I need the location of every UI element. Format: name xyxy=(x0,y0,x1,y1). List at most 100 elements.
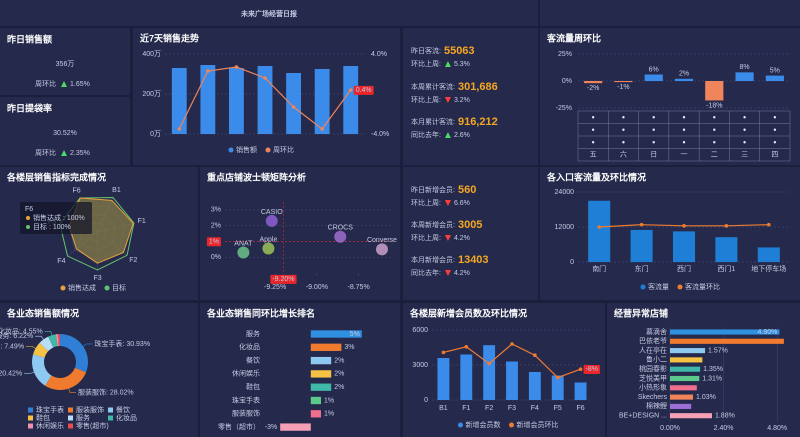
leader-line xyxy=(68,388,77,393)
panel xyxy=(0,0,538,26)
donut-slice xyxy=(32,354,52,386)
trend-arrow xyxy=(444,132,451,138)
x-tick-label: 2.40% xyxy=(714,425,734,432)
line-point xyxy=(682,224,686,228)
panel xyxy=(540,0,800,26)
value-label: 1.57% xyxy=(708,347,728,354)
weather-icon xyxy=(591,116,595,119)
weather-icon xyxy=(682,128,686,131)
chart-title: 各业态销售额情况 xyxy=(6,307,79,318)
scatter-point xyxy=(237,246,250,259)
line-point xyxy=(597,225,601,229)
value-label: -9.20% xyxy=(272,276,294,283)
legend-label: 销售额 xyxy=(236,145,257,154)
category-label: 桃园春影 xyxy=(639,364,667,373)
bar xyxy=(483,345,496,400)
kpi-value: 356万 xyxy=(56,60,75,68)
bar xyxy=(280,423,311,431)
indicator-label: F3 xyxy=(93,275,101,282)
point-label: CASIO xyxy=(261,209,283,216)
y-tick-label: 400万 xyxy=(142,50,161,58)
x-tick-label: -9.25% xyxy=(264,284,286,291)
chart-title: 客流量周环比 xyxy=(546,32,601,43)
category-label: BE+DESIGN ... xyxy=(619,413,667,420)
kpi-label: 本月累计客流: xyxy=(411,117,455,126)
line-point xyxy=(320,127,324,131)
leader-line xyxy=(44,331,53,336)
kpi-sub-label: 周环比 xyxy=(35,148,56,157)
indicator-label: F1 xyxy=(138,218,146,225)
weather-icon xyxy=(713,116,716,119)
line-point xyxy=(533,353,537,358)
weather-icon xyxy=(773,116,777,119)
line-point xyxy=(639,222,644,227)
bar xyxy=(310,370,332,378)
value-label: 5% xyxy=(350,331,360,338)
value-label: -18% xyxy=(706,102,722,109)
point-label: Apple xyxy=(259,236,277,243)
legend-swatch xyxy=(60,285,66,291)
category-label: 餐饮 xyxy=(246,355,260,364)
kpi-change: 4.2% xyxy=(454,270,470,277)
slice-name: 化妆品 xyxy=(0,326,19,335)
bar xyxy=(765,75,784,81)
kpi-value: 301,686 xyxy=(458,81,498,93)
donut-slice xyxy=(45,367,87,390)
category-label: 珠宝手表 xyxy=(232,395,260,404)
kpi-label: 本周新增会员: xyxy=(411,220,455,229)
legend-label: 周环比 xyxy=(273,145,294,154)
point-label: ANAT xyxy=(234,240,253,247)
line-point xyxy=(767,222,771,227)
line-point xyxy=(234,65,239,69)
x-tick-label: F5 xyxy=(554,405,562,412)
weather-icon xyxy=(591,128,595,131)
y-tick-label: 3000 xyxy=(412,362,428,369)
tooltip-dot xyxy=(26,225,30,229)
kpi-line: 本周新增会员: 3005 xyxy=(411,219,482,231)
category-label: 小热形象 xyxy=(639,383,667,392)
donut-slice xyxy=(33,343,49,358)
legend-swatch xyxy=(677,284,683,290)
x-tick-label: 4.80% xyxy=(767,425,787,432)
legend-label: 珠宝手表 xyxy=(36,405,64,414)
category-label: 慕滴舍 xyxy=(646,327,667,336)
panel xyxy=(200,167,400,300)
x-tick-label: 六 xyxy=(620,150,627,159)
legend-label: 客流量环比 xyxy=(685,282,720,291)
legend-label: 零售(超市) xyxy=(76,421,109,430)
chart-title: 重点店铺波士顿矩阵分析 xyxy=(207,171,306,182)
line-point xyxy=(464,345,469,349)
x-tick-label: -9.00% xyxy=(306,284,328,291)
category-label: 休闲娱乐 xyxy=(232,369,260,378)
kpi-line: 昨日新增会员: 560 xyxy=(411,184,476,196)
dashboard-title: 未来广场经营日报 xyxy=(241,9,298,18)
x-tick-label: 东门 xyxy=(635,264,649,273)
bar xyxy=(310,330,362,338)
y-tick-label: 2% xyxy=(211,223,221,230)
bar xyxy=(310,343,342,351)
value-label: 1.31% xyxy=(702,375,722,382)
slice-separator: : xyxy=(122,341,126,348)
bar xyxy=(528,372,541,400)
kpi-value: 55063 xyxy=(444,45,475,57)
value-label: 8% xyxy=(740,64,750,71)
weather-icon xyxy=(713,141,716,144)
bar xyxy=(670,329,780,335)
label-tag xyxy=(353,85,374,95)
legend-swatch xyxy=(68,415,73,421)
y-tick-label: 0% xyxy=(562,78,572,85)
kpi-sub-label: 环比上周: xyxy=(411,233,441,242)
y-tick-label: 200万 xyxy=(142,90,161,98)
bar xyxy=(614,81,633,83)
chart-title: 各业态销售同环比增长排名 xyxy=(206,307,315,318)
x-tick-label: 西门1 xyxy=(717,264,735,273)
kpi-label: 昨日提袋率 xyxy=(7,102,52,113)
legend-label: 餐饮 xyxy=(116,405,130,414)
legend-label: 服务 xyxy=(76,413,90,422)
y2-tick-label: 4.0% xyxy=(371,51,387,58)
y-tick-label: 6000 xyxy=(412,327,428,334)
panel xyxy=(200,303,400,437)
y-tick-label: 25% xyxy=(558,51,572,58)
tooltip-line: 目标 : 100% xyxy=(33,222,71,231)
label-tag xyxy=(206,237,221,247)
